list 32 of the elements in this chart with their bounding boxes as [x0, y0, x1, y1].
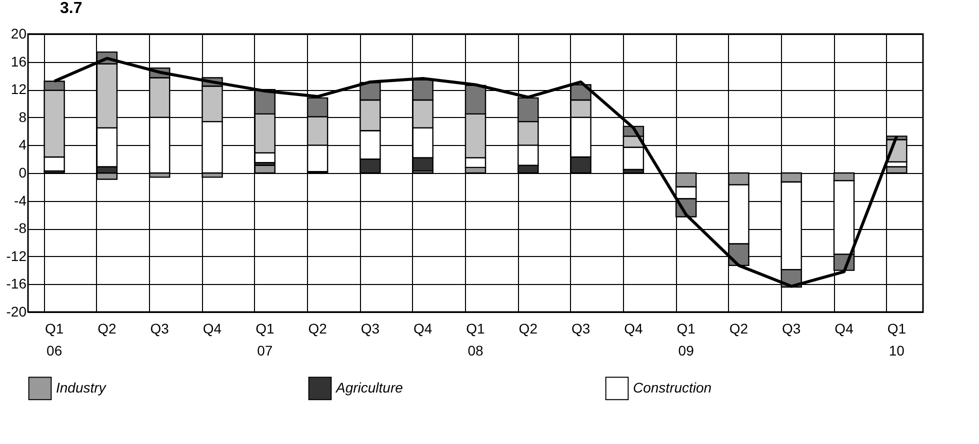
x-tick-label: Q2 [518, 320, 538, 336]
y-tick-label: 20 [10, 26, 27, 42]
y-tick-label: -16 [6, 276, 27, 292]
x-tick-label: Q1 06 [44, 320, 64, 358]
x-tick-label: Q2 [308, 320, 328, 336]
legend-label: Industry [56, 379, 107, 396]
x-tick-label: Q2 [729, 320, 748, 336]
y-tick-label: 8 [18, 108, 27, 125]
x-tick-label: Q1 10 [887, 320, 906, 358]
x-tick-label: Q3 [150, 320, 170, 336]
x-tick-label: Q2 [98, 320, 117, 336]
y-tick-label: -4 [14, 192, 27, 208]
y-tick-label: 16 [10, 53, 27, 70]
x-tick-label: Q3 [571, 320, 590, 336]
legend-label: Agriculture [335, 379, 404, 396]
y-tick-label: -20 [6, 304, 27, 320]
y-tick-label: 0 [18, 164, 27, 180]
x-tick-label: Q4 [834, 320, 854, 336]
y-tick-label: -8 [14, 220, 27, 236]
x-tick-label: Q4 [624, 320, 643, 336]
x-tick-label: Q1 09 [676, 320, 696, 358]
x-tick-label: Q1 07 [256, 320, 274, 358]
x-tick-label: Q1 08 [466, 320, 486, 358]
y-tick-label: 12 [10, 81, 27, 98]
x-tick-label: Q4 [202, 320, 222, 336]
y-tick-label: -12 [6, 248, 27, 264]
text: 3.7 [59, 0, 84, 19]
legend-label: Construction [633, 379, 712, 396]
x-tick-label: Q3 [782, 320, 801, 336]
x-tick-label: Q3 [360, 320, 380, 336]
x-tick-label: Q4 [414, 320, 432, 336]
y-tick-label: 4 [18, 136, 27, 153]
